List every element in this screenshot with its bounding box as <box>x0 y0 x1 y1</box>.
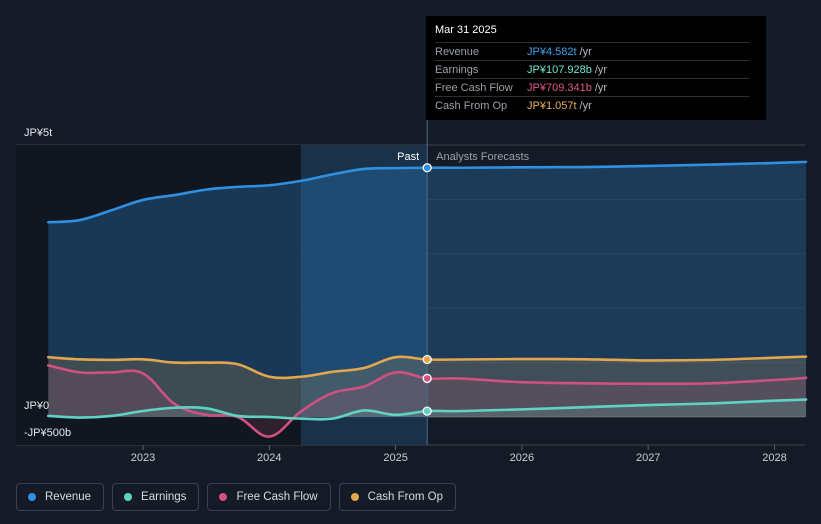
tooltip-label: Free Cash Flow <box>435 81 513 94</box>
legend-label: Revenue <box>45 491 92 503</box>
cash-from-op-marker <box>422 354 432 365</box>
x-tick-label: 2028 <box>762 452 786 464</box>
tooltip-row-earnings: Earnings JP¥107.928b /yr <box>435 60 749 78</box>
tooltip-value: JP¥4.582t <box>527 45 577 58</box>
tooltip-label: Cash From Op <box>435 99 508 112</box>
tooltip-value: JP¥107.928b <box>527 63 592 76</box>
legend-dot-icon <box>124 493 133 501</box>
x-tick-label: 2023 <box>131 452 155 464</box>
legend-label: Cash From Op <box>367 491 444 503</box>
forecast-label: Analysts Forecasts <box>436 151 529 163</box>
y-axis-ticks: JP¥5t JP¥0 -JP¥500b <box>24 127 71 439</box>
tooltip-value: JP¥1.057t <box>527 99 577 112</box>
legend-item-revenue[interactable]: Revenue <box>16 483 105 511</box>
tooltip-unit: /yr <box>579 99 592 112</box>
tooltip: Mar 31 2025 Revenue JP¥4.582t /yr Earnin… <box>426 16 766 120</box>
cash-from-op-line <box>46 355 808 380</box>
tooltip-row-cash-from-op: Cash From Op JP¥1.057t /yr <box>435 96 749 114</box>
y-tick-label: JP¥5t <box>24 127 52 139</box>
revenue-marker <box>422 163 432 173</box>
legend-dot-icon <box>28 493 36 501</box>
legend-dot-icon <box>350 493 359 501</box>
past-highlight-region <box>300 145 428 445</box>
legend-item-free-cash-flow[interactable]: Free Cash Flow <box>207 483 331 511</box>
free-cash-flow-marker <box>422 373 432 384</box>
y-tick-label: JP¥0 <box>24 400 49 412</box>
tooltip-row-free-cash-flow: Free Cash Flow JP¥709.341b /yr <box>435 78 749 96</box>
hover-markers <box>422 163 432 416</box>
tooltip-row-revenue: Revenue JP¥4.582t /yr <box>435 42 749 60</box>
gridlines <box>16 144 805 446</box>
tooltip-date: Mar 31 2025 <box>435 24 497 36</box>
earnings-marker <box>422 406 432 416</box>
legend-dot-icon <box>219 493 228 501</box>
x-tick-label: 2024 <box>257 452 281 464</box>
past-label: Past <box>397 151 419 163</box>
y-tick-label: -JP¥500b <box>24 427 71 439</box>
tooltip-label: Earnings <box>435 63 479 76</box>
revenue-line <box>46 160 808 224</box>
x-tick-label: 2027 <box>636 452 660 464</box>
legend-item-cash-from-op[interactable]: Cash From Op <box>338 483 457 511</box>
x-tick-label: 2025 <box>383 452 407 464</box>
x-tick-label: 2026 <box>510 452 534 464</box>
free-cash-flow-line <box>46 364 808 438</box>
tooltip-unit: /yr <box>579 45 592 58</box>
tooltip-unit: /yr <box>594 81 608 94</box>
earnings-line <box>46 398 808 421</box>
legend-label: Free Cash Flow <box>236 491 318 503</box>
x-axis-ticks: 2023 2024 2025 2026 2027 2028 <box>131 445 787 464</box>
legend-label: Earnings <box>141 491 187 503</box>
tooltip-label: Revenue <box>435 45 480 58</box>
series-lines <box>46 160 808 438</box>
tooltip-value: JP¥709.341b <box>527 81 592 94</box>
tooltip-unit: /yr <box>594 63 608 76</box>
legend: Revenue Earnings Free Cash Flow Cash Fro… <box>16 483 457 511</box>
legend-item-earnings[interactable]: Earnings <box>112 483 200 511</box>
past-background <box>16 145 301 445</box>
earnings-area <box>48 399 807 420</box>
